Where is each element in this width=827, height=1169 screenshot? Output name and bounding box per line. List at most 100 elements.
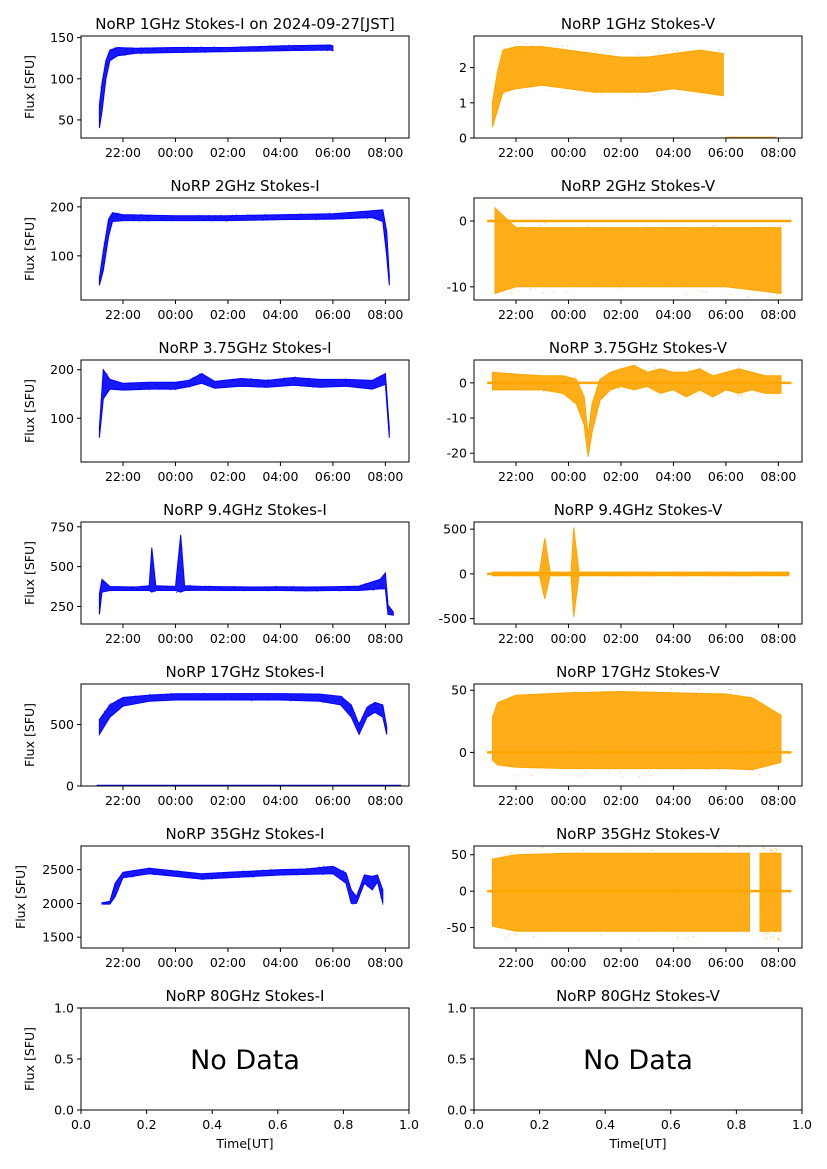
data-point [247,871,249,873]
data-point [516,266,518,268]
data-point [771,927,773,929]
data-point [620,744,622,746]
data-point [768,932,771,934]
data-point [180,51,183,53]
data-point [770,850,772,852]
data-point [379,884,382,886]
data-point [596,754,598,756]
data-point [220,587,223,590]
data-point [331,588,333,591]
data-point [630,60,633,63]
data-point [186,693,189,696]
data-point [214,876,216,878]
data-point [746,754,749,756]
data-point [593,406,595,409]
data-point [381,375,383,378]
data-point [492,118,495,120]
data-point [143,588,145,590]
data-point [622,275,625,277]
data-point [161,218,163,220]
data-point [668,766,670,769]
data-point [633,368,635,370]
x-tick-label: 06:00 [708,793,744,808]
data-point [621,776,623,778]
data-point [583,51,585,54]
data-point [267,386,269,388]
data-point [223,695,225,697]
data-point [604,716,606,718]
data-point [499,241,501,243]
data-point [253,214,255,217]
x-tick-label: 22:00 [105,469,141,484]
data-point [762,866,764,868]
plot-area [98,534,394,616]
data-point [227,876,229,879]
data-point [684,50,686,53]
data-point [160,696,162,698]
data-point [544,54,546,56]
data-point [772,936,775,938]
data-point [772,269,775,272]
data-point [284,869,286,871]
data-point [684,765,687,768]
data-point [768,380,770,382]
data-point [157,386,160,388]
data-point [291,697,293,699]
x-axis-label: Time[UT] [215,1136,273,1151]
data-point [752,230,754,232]
data-point [269,381,272,383]
data-point [658,767,660,770]
data-point [674,575,677,577]
x-tick-label: 00:00 [550,145,586,160]
data-point [103,710,106,712]
data-point [236,48,238,51]
data-point [655,903,657,905]
data-point [772,907,774,909]
data-point [711,391,714,394]
data-point [555,80,557,83]
x-tick-label: 04:00 [655,793,691,808]
data-point [159,50,162,52]
data-point [584,718,586,720]
data-point [694,273,696,275]
data-point [594,92,596,94]
data-point [776,848,778,851]
data-point [559,63,561,65]
data-point [379,580,381,583]
data-point [606,61,608,64]
data-point [638,71,640,73]
data-point [269,870,272,873]
data-point [770,748,772,750]
data-point [342,870,345,872]
data-point [298,383,300,385]
data-point [132,49,134,52]
data-point [696,392,699,395]
data-point [736,267,738,269]
data-point [281,380,284,382]
data-point [100,400,103,402]
data-point [310,44,312,47]
data-point [298,45,300,48]
data-point [754,240,756,242]
data-point [276,381,279,383]
data-point [510,876,512,879]
data-point [144,384,147,386]
data-point [770,885,773,887]
data-point [301,586,303,588]
data-point [771,894,774,897]
data-point [523,571,526,573]
data-point [283,214,285,217]
data-point [705,291,707,293]
data-point [189,386,191,388]
data-point [199,585,202,588]
data-point [510,852,512,855]
x-tick-label: 22:00 [105,955,141,970]
data-point [522,374,524,376]
plot-area [487,206,792,299]
data-point [507,264,510,266]
data-point [251,215,253,217]
data-point [517,238,519,241]
data-point [196,50,198,52]
data-point [263,871,265,874]
data-point [612,766,614,768]
